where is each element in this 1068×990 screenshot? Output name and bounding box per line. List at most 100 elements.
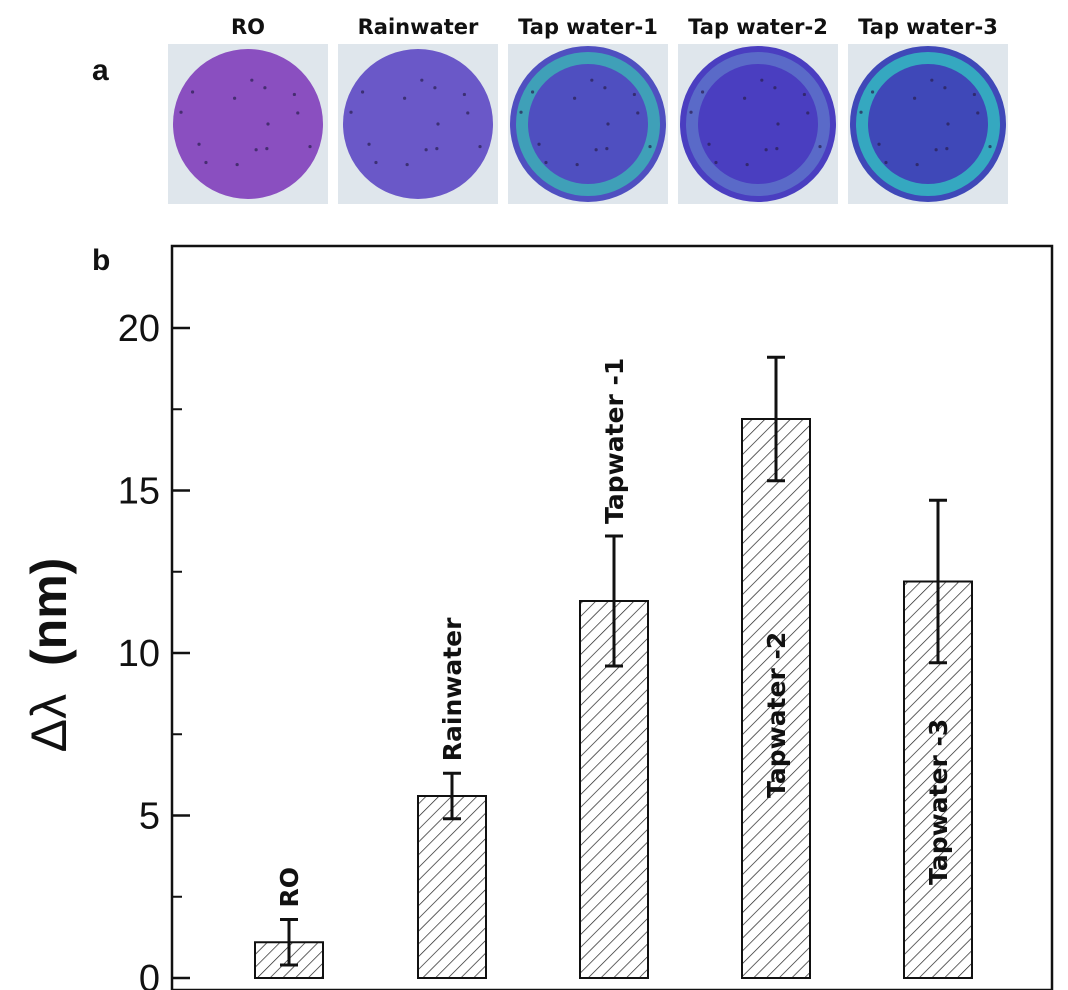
bar-label: Tapwater -2 — [762, 632, 791, 798]
speckle — [946, 122, 950, 126]
speckle — [870, 90, 875, 94]
filter-disc-center — [868, 64, 988, 184]
bar-group: Tapwater -2 — [741, 355, 811, 979]
bar-group: Tapwater -3 — [903, 498, 973, 979]
speckle — [700, 90, 705, 94]
speckle — [424, 148, 428, 152]
bar-group: Rainwater — [417, 617, 487, 979]
speckle — [818, 144, 822, 149]
speckle — [934, 148, 938, 152]
speckle — [714, 160, 718, 165]
speckle — [575, 162, 579, 167]
speckle — [349, 110, 353, 114]
speckle — [544, 160, 548, 165]
y-axis: 0 5 10 15 20 — [118, 308, 190, 990]
speckle — [806, 111, 810, 115]
speckle — [773, 86, 777, 90]
speckle — [265, 146, 269, 151]
speckle — [930, 78, 934, 82]
speckle — [374, 160, 378, 165]
bars: RO Rainwater Tapwater -1 Tapwater -2 Tapwate… — [254, 355, 973, 979]
photo-5: Tap water-3 — [848, 15, 1008, 204]
bar-group: RO — [254, 867, 324, 979]
filter-disc — [343, 49, 493, 199]
plot-frame — [170, 244, 1054, 990]
speckle — [190, 90, 195, 94]
speckle — [537, 142, 541, 146]
photo-label: Rainwater — [358, 15, 479, 39]
bar-chart: 0 5 10 15 20 RO Rainwater Tapwater -1 Tapwater … — [21, 244, 1054, 990]
speckle — [976, 111, 980, 115]
y-tick-label: 5 — [139, 796, 160, 838]
y-tick-label: 15 — [118, 471, 160, 513]
bar-label: Tapwater -1 — [600, 358, 629, 524]
filter-disc-edge — [680, 46, 836, 202]
speckle — [573, 96, 577, 100]
speckle — [594, 148, 598, 152]
speckle — [436, 122, 440, 126]
speckle — [590, 78, 594, 82]
speckle — [745, 162, 749, 167]
speckle — [648, 144, 652, 149]
speckle — [945, 146, 949, 151]
filter-disc-center — [528, 64, 648, 184]
speckle — [707, 142, 711, 146]
speckle — [263, 86, 267, 90]
speckle — [266, 122, 270, 126]
speckle — [519, 110, 523, 114]
speckle — [403, 96, 407, 100]
photo-label: Tap water-2 — [688, 15, 828, 39]
bar-label: Tapwater -3 — [924, 719, 953, 885]
speckle — [367, 142, 371, 146]
speckle — [743, 96, 747, 100]
speckle — [254, 148, 258, 152]
speckle — [360, 90, 365, 94]
y-tick-label: 20 — [118, 308, 160, 350]
speckle — [802, 92, 806, 97]
bar — [417, 795, 487, 979]
y-tick-label: 0 — [139, 958, 160, 990]
photo-label: RO — [231, 15, 265, 39]
speckle — [605, 146, 609, 151]
speckle — [420, 78, 424, 82]
speckle — [478, 144, 482, 149]
speckle — [606, 122, 610, 126]
speckle — [636, 111, 640, 115]
filter-disc-edge — [510, 46, 666, 202]
speckle — [988, 144, 992, 149]
speckle — [776, 122, 780, 126]
bar-group: Tapwater -1 — [579, 358, 649, 979]
speckle — [943, 86, 947, 90]
speckle — [296, 111, 300, 115]
speckle — [462, 92, 466, 97]
bar-label: Rainwater — [438, 617, 467, 761]
filter-disc-edge — [850, 46, 1006, 202]
speckle — [179, 110, 183, 114]
photo-label: Tap water-1 — [518, 15, 658, 39]
speckle — [603, 86, 607, 90]
speckle — [235, 162, 239, 167]
panel-b-letter: b — [92, 244, 110, 277]
speckle — [764, 148, 768, 152]
speckle — [689, 110, 693, 114]
bar-label: RO — [275, 867, 304, 908]
speckle — [250, 78, 254, 82]
speckle — [433, 86, 437, 90]
speckle — [308, 144, 312, 149]
speckle — [632, 92, 636, 97]
speckle — [877, 142, 881, 146]
photo-4: Tap water-2 — [678, 15, 838, 204]
speckle — [197, 142, 201, 146]
y-axis-symbol: Δλ — [21, 694, 77, 752]
speckle — [435, 146, 439, 151]
speckle — [775, 146, 779, 151]
photo-label: Tap water-3 — [858, 15, 998, 39]
speckle — [972, 92, 976, 97]
speckle — [405, 162, 409, 167]
filter-disc-center — [698, 64, 818, 184]
photo-3: Tap water-1 — [508, 15, 668, 204]
photo-2: Rainwater — [338, 15, 498, 204]
speckle — [915, 162, 919, 167]
speckle — [466, 111, 470, 115]
